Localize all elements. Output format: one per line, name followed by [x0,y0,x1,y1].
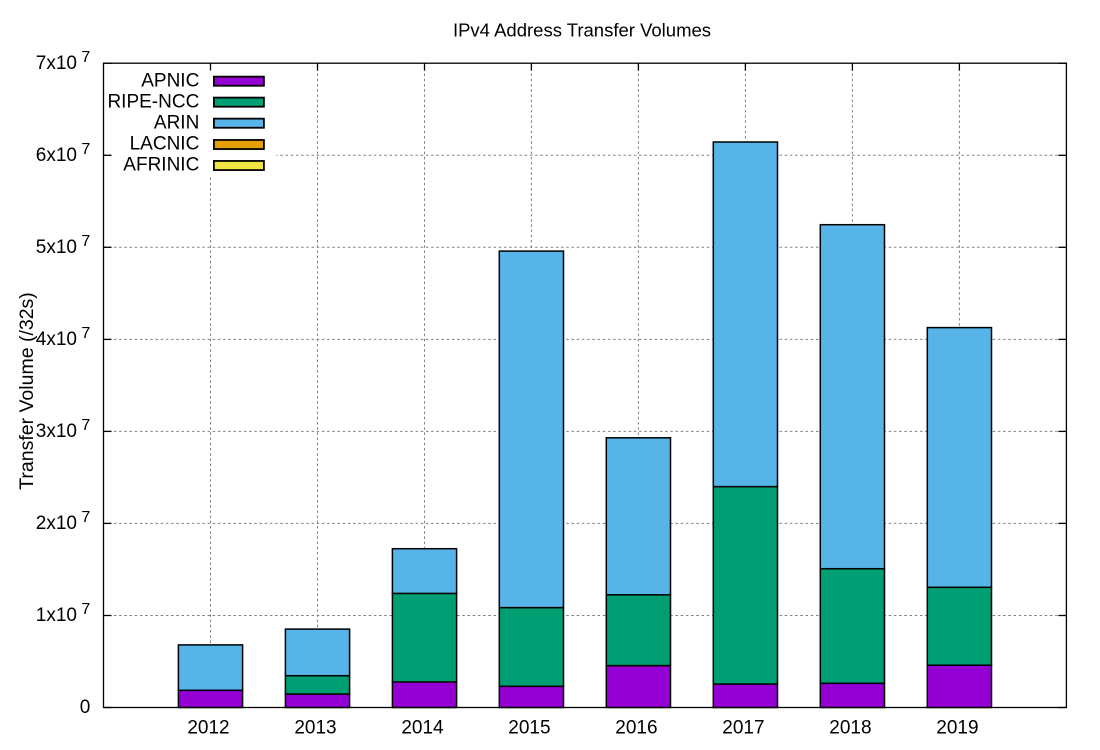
svg-text:Transfer Volume (/32s): Transfer Volume (/32s) [16,292,38,490]
svg-text:4x10 7: 4x10 7 [36,325,91,350]
svg-text:IPv4 Address Transfer Volumes: IPv4 Address Transfer Volumes [453,20,711,41]
svg-text:RIPE-NCC: RIPE-NCC [107,91,199,112]
svg-text:2013: 2013 [294,718,336,739]
svg-text:2012: 2012 [187,718,229,739]
svg-text:6x10 7: 6x10 7 [36,141,91,166]
svg-text:1x10 7: 1x10 7 [36,601,91,626]
svg-text:LACNIC: LACNIC [130,134,200,155]
svg-text:0: 0 [80,697,91,718]
svg-text:2019: 2019 [936,718,978,739]
svg-text:7x10 7: 7x10 7 [36,49,91,74]
svg-text:AFRINIC: AFRINIC [123,155,199,176]
svg-text:2014: 2014 [401,718,444,739]
svg-text:APNIC: APNIC [141,70,199,91]
svg-text:5x10 7: 5x10 7 [36,233,91,258]
svg-text:3x10 7: 3x10 7 [36,417,91,442]
svg-text:2016: 2016 [615,718,657,739]
svg-text:2x10 7: 2x10 7 [36,509,91,534]
svg-text:2017: 2017 [722,718,764,739]
svg-text:ARIN: ARIN [154,112,199,133]
svg-text:2018: 2018 [829,718,871,739]
svg-text:2015: 2015 [508,718,550,739]
